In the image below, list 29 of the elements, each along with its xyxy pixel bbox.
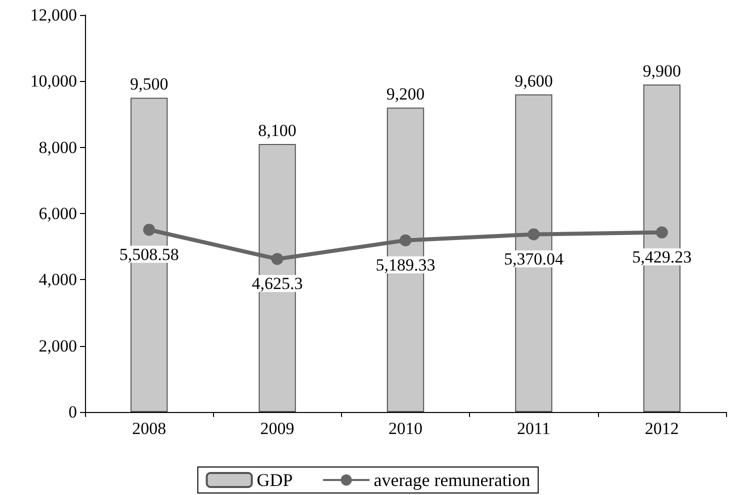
x-tick-label: 2009 (260, 419, 294, 438)
data-label: 5,370.04 (504, 249, 564, 268)
y-tick-label: 0 (68, 402, 77, 422)
data-label: 9,900 (642, 61, 682, 80)
y-tick-label: 8,000 (38, 138, 77, 157)
data-label: 9,600 (514, 71, 553, 90)
point (271, 252, 284, 265)
data-label: 5,429.23 (632, 247, 692, 266)
x-tick-label: 2012 (644, 419, 679, 438)
data-label: 8,100 (258, 121, 296, 140)
x-tick-label: 2011 (517, 419, 550, 438)
y-tick-label: 12,000 (30, 6, 77, 24)
point (143, 224, 156, 236)
legend-label: average remuneration (374, 470, 530, 490)
point (400, 234, 412, 246)
point (528, 228, 540, 240)
x-tick-label: 2010 (388, 419, 422, 438)
y-tick-label: 10,000 (30, 72, 77, 91)
data-label: 5,508.58 (119, 244, 179, 264)
data-label: 4,625.3 (252, 274, 303, 293)
legend-label: GDP (256, 470, 293, 490)
y-tick-label: 4,000 (38, 270, 77, 290)
data-label: 9,500 (130, 74, 168, 94)
data-label: 9,200 (386, 84, 425, 104)
point (656, 226, 668, 238)
y-tick-label: 6,000 (38, 204, 77, 223)
x-tick-label: 2008 (132, 419, 166, 438)
y-tick-label: 2,000 (38, 336, 77, 356)
data-label: 5,189.33 (376, 255, 436, 274)
